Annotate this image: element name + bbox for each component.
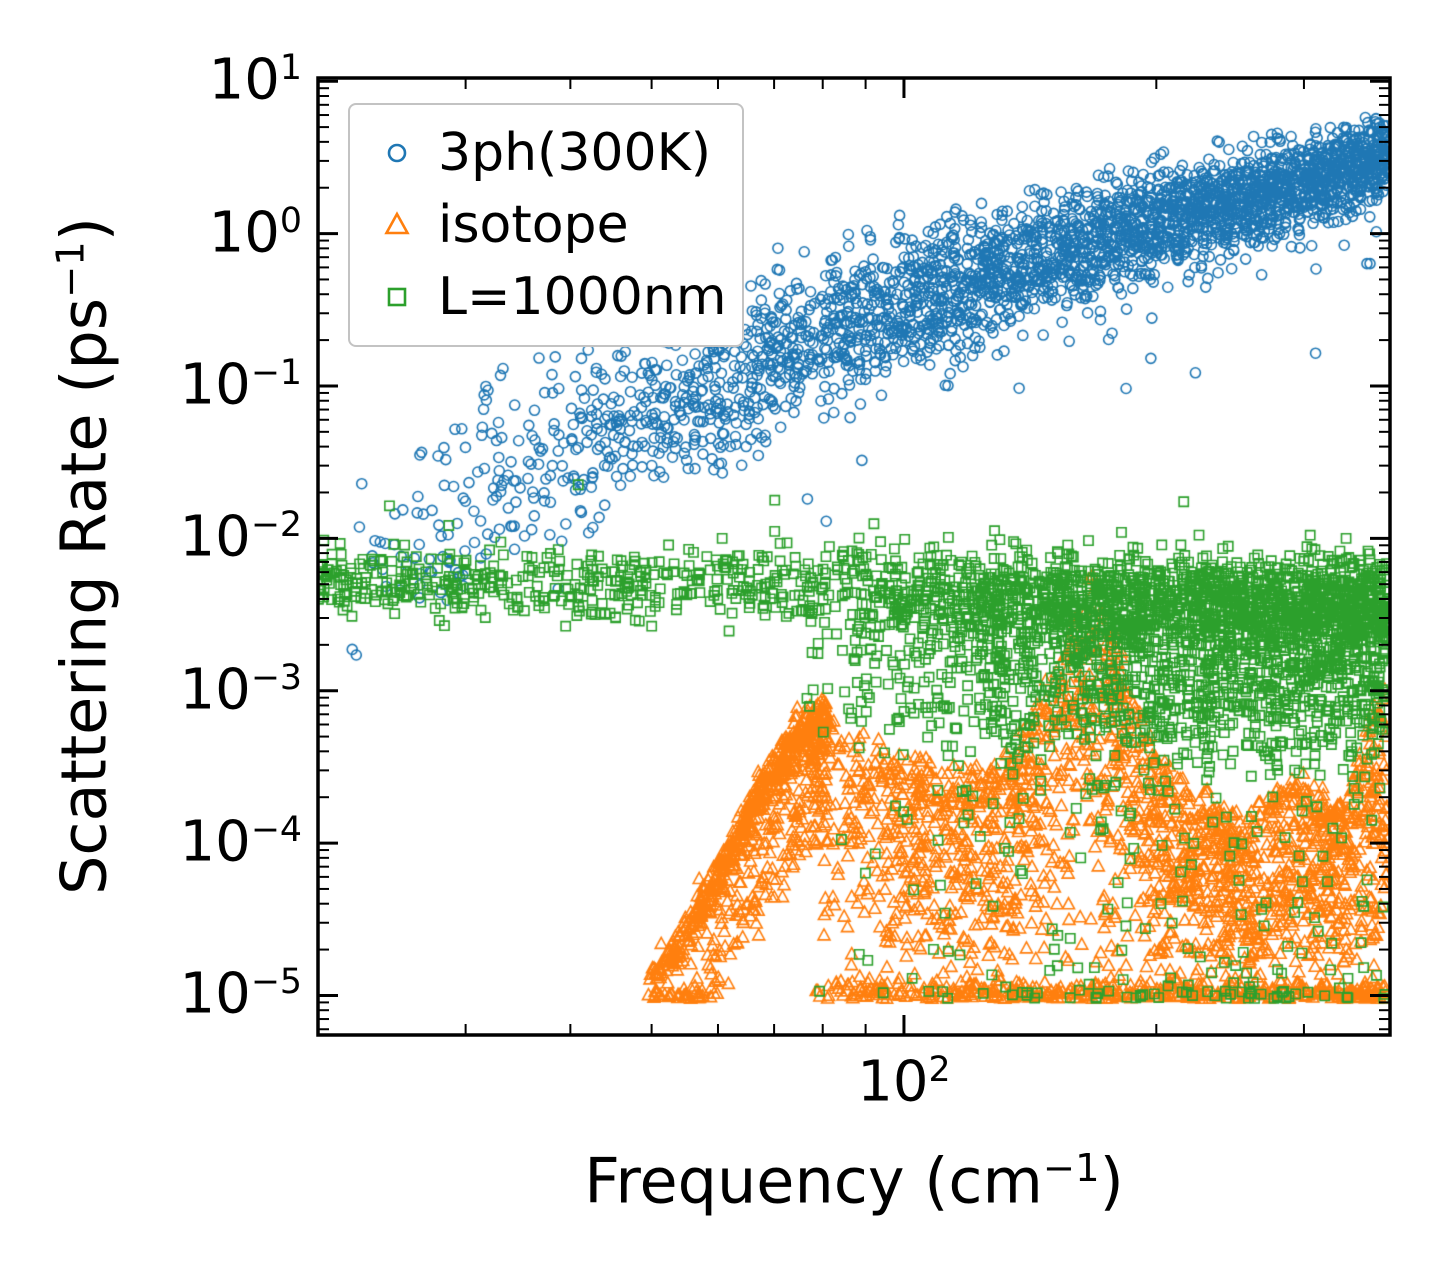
- y-tick-label: 10−1: [179, 352, 302, 418]
- legend-label: L=1000nm: [438, 267, 727, 327]
- legend-item-isotope: isotope: [356, 189, 736, 261]
- y-tick-label: 10−5: [179, 962, 302, 1028]
- legend-item-l1000nm: L=1000nm: [356, 261, 736, 333]
- legend: 3ph(300K) isotope L=1000nm: [348, 103, 744, 347]
- y-tick-label: 100: [208, 200, 302, 266]
- y-tick-label: 101: [208, 47, 302, 113]
- legend-item-3ph300k: 3ph(300K): [356, 117, 736, 189]
- x-axis-label: Frequency (cm−1): [584, 1149, 1124, 1213]
- triangle-marker-icon: [384, 211, 410, 235]
- legend-label: isotope: [438, 195, 629, 255]
- square-marker-icon: [387, 287, 407, 307]
- x-axis-label-close: ): [1099, 1144, 1124, 1218]
- y-tick-label: 10−3: [179, 657, 302, 723]
- y-axis-label-close: ): [47, 217, 121, 242]
- y-tick-label: 10−2: [179, 505, 302, 571]
- y-axis-label-text: Scattering Rate (ps: [47, 297, 121, 895]
- legend-label: 3ph(300K): [438, 123, 711, 183]
- y-axis-label: Scattering Rate (ps−1): [47, 217, 120, 895]
- x-axis-label-exponent: −1: [1042, 1146, 1100, 1191]
- x-axis-label-text: Frequency (cm: [584, 1144, 1043, 1218]
- circle-marker-icon: [387, 143, 407, 163]
- y-axis-label-exponent: −1: [48, 241, 94, 298]
- axes-border: [316, 76, 1392, 1037]
- y-tick-label: 10−4: [179, 809, 302, 875]
- x-tick-label: 102: [857, 1049, 951, 1115]
